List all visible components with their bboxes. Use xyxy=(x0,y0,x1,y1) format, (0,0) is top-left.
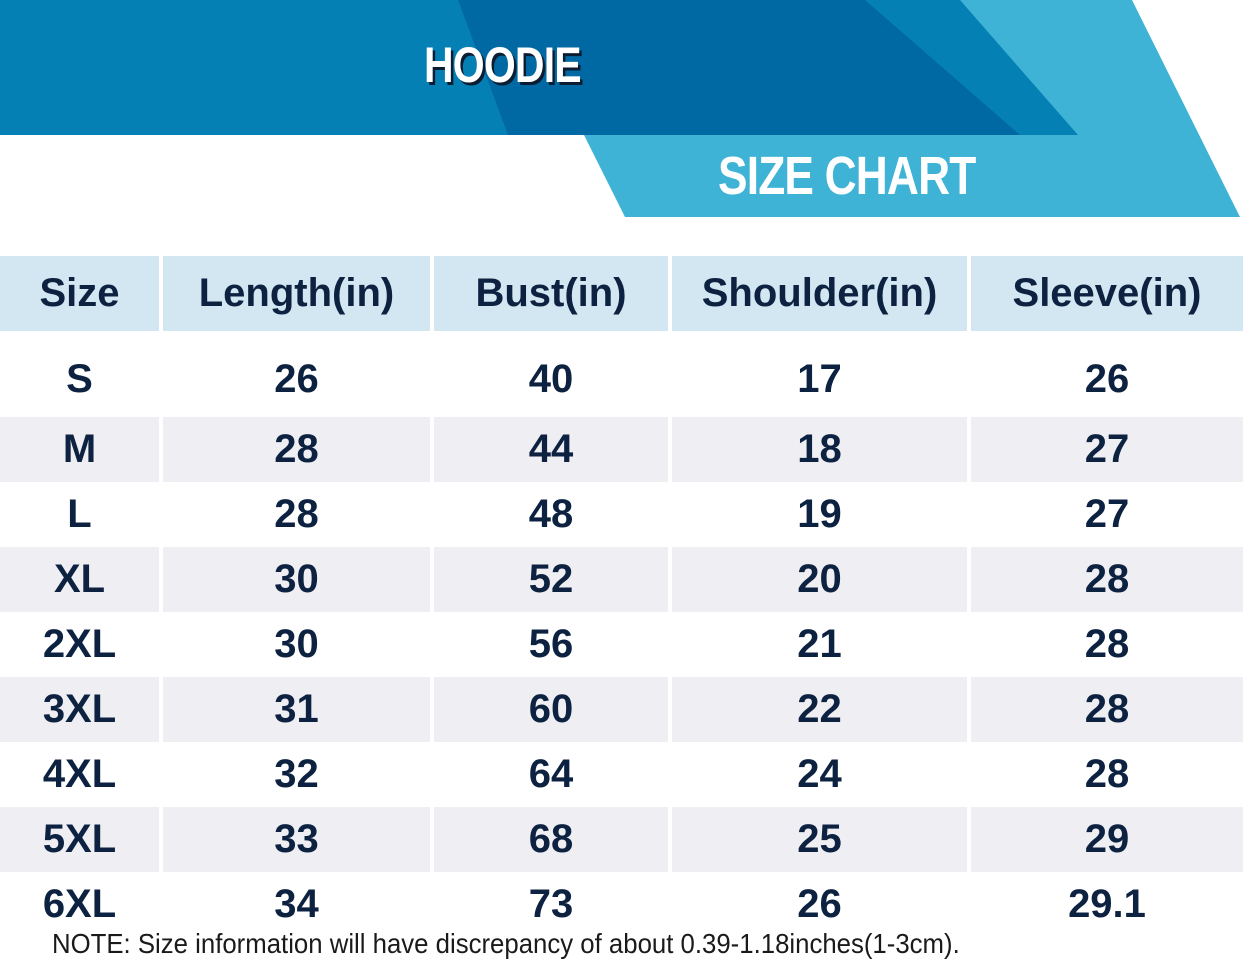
table-cell: 5XL xyxy=(0,807,159,872)
table-cell: XL xyxy=(0,547,159,612)
table-cell: 21 xyxy=(797,622,842,666)
size-note: NOTE: Size information will have discrep… xyxy=(52,928,960,959)
table-cell: 28 xyxy=(971,547,1243,612)
table-cell: 73 xyxy=(528,882,574,926)
table-cell: 27 xyxy=(1084,492,1130,536)
table-row: S 26 40 17 26 xyxy=(0,331,1243,417)
table-cell: 6XL xyxy=(42,882,117,926)
table-cell: 68 xyxy=(434,807,668,872)
table-cell: 48 xyxy=(528,492,574,536)
table-row: L 28 48 19 27 xyxy=(0,482,1243,547)
table-row: 3XL 31 60 22 28 xyxy=(0,677,1243,742)
table-cell: 28 xyxy=(163,417,430,482)
table-cell: 24 xyxy=(797,752,842,796)
table-cell: 30 xyxy=(163,547,430,612)
table-cell: 30 xyxy=(274,622,319,666)
table-header: Size Length(in) Bust(in) Shoulder(in) Sleeve… xyxy=(0,256,1243,331)
header-banner xyxy=(0,0,1240,217)
table-cell: 26 xyxy=(797,882,842,926)
table-cell: 52 xyxy=(434,547,668,612)
page-title: HOODIE xyxy=(424,37,582,93)
table-cell: 40 xyxy=(528,356,574,401)
table-cell: 2XL xyxy=(42,622,117,666)
table-cell: 64 xyxy=(528,752,574,796)
size-table: Size Length(in) Bust(in) Shoulder(in) Sleeve… xyxy=(0,256,1243,937)
table-row: 5XL 33 68 25 29 xyxy=(0,807,1243,872)
table-cell: 25 xyxy=(672,807,967,872)
table-cell: S xyxy=(66,356,93,401)
table-cell: 17 xyxy=(797,356,842,401)
table-cell: 28 xyxy=(274,492,319,536)
table-cell: 19 xyxy=(797,492,842,536)
table-row: XL 30 52 20 28 xyxy=(0,547,1243,612)
table-row: 4XL 32 64 24 28 xyxy=(0,742,1243,807)
table-cell: 4XL xyxy=(42,752,117,796)
table-cell: 60 xyxy=(434,677,668,742)
column-header: Shoulder(in) xyxy=(672,256,967,331)
table-cell: 3XL xyxy=(0,677,159,742)
page-subtitle: SIZE CHART xyxy=(718,146,976,206)
banner-dark-shape xyxy=(458,0,1020,135)
table-cell: 33 xyxy=(163,807,430,872)
table-cell: 29.1 xyxy=(1068,882,1146,926)
column-header: Sleeve(in) xyxy=(971,256,1243,331)
table-cell: 56 xyxy=(528,622,574,666)
table-cell: 29 xyxy=(971,807,1243,872)
table-cell: 31 xyxy=(163,677,430,742)
column-header: Size xyxy=(0,256,159,331)
table-cell: 26 xyxy=(1084,356,1130,401)
table-cell: L xyxy=(67,492,92,536)
table-cell: M xyxy=(0,417,159,482)
table-row: 6XL 34 73 26 29.1 xyxy=(0,872,1243,937)
table-cell: 28 xyxy=(1084,622,1130,666)
table-cell: 28 xyxy=(971,677,1243,742)
table-cell: 20 xyxy=(672,547,967,612)
table-cell: 22 xyxy=(672,677,967,742)
table-cell: 18 xyxy=(672,417,967,482)
table-cell: 27 xyxy=(971,417,1243,482)
table-row: M 28 44 18 27 xyxy=(0,417,1243,482)
table-cell: 34 xyxy=(274,882,319,926)
column-header: Bust(in) xyxy=(434,256,668,331)
table-cell: 28 xyxy=(1084,752,1130,796)
table-cell: 44 xyxy=(434,417,668,482)
table-cell: 26 xyxy=(274,356,319,401)
table-cell: 32 xyxy=(274,752,319,796)
table-row: 2XL 30 56 21 28 xyxy=(0,612,1243,677)
column-header: Length(in) xyxy=(163,256,430,331)
